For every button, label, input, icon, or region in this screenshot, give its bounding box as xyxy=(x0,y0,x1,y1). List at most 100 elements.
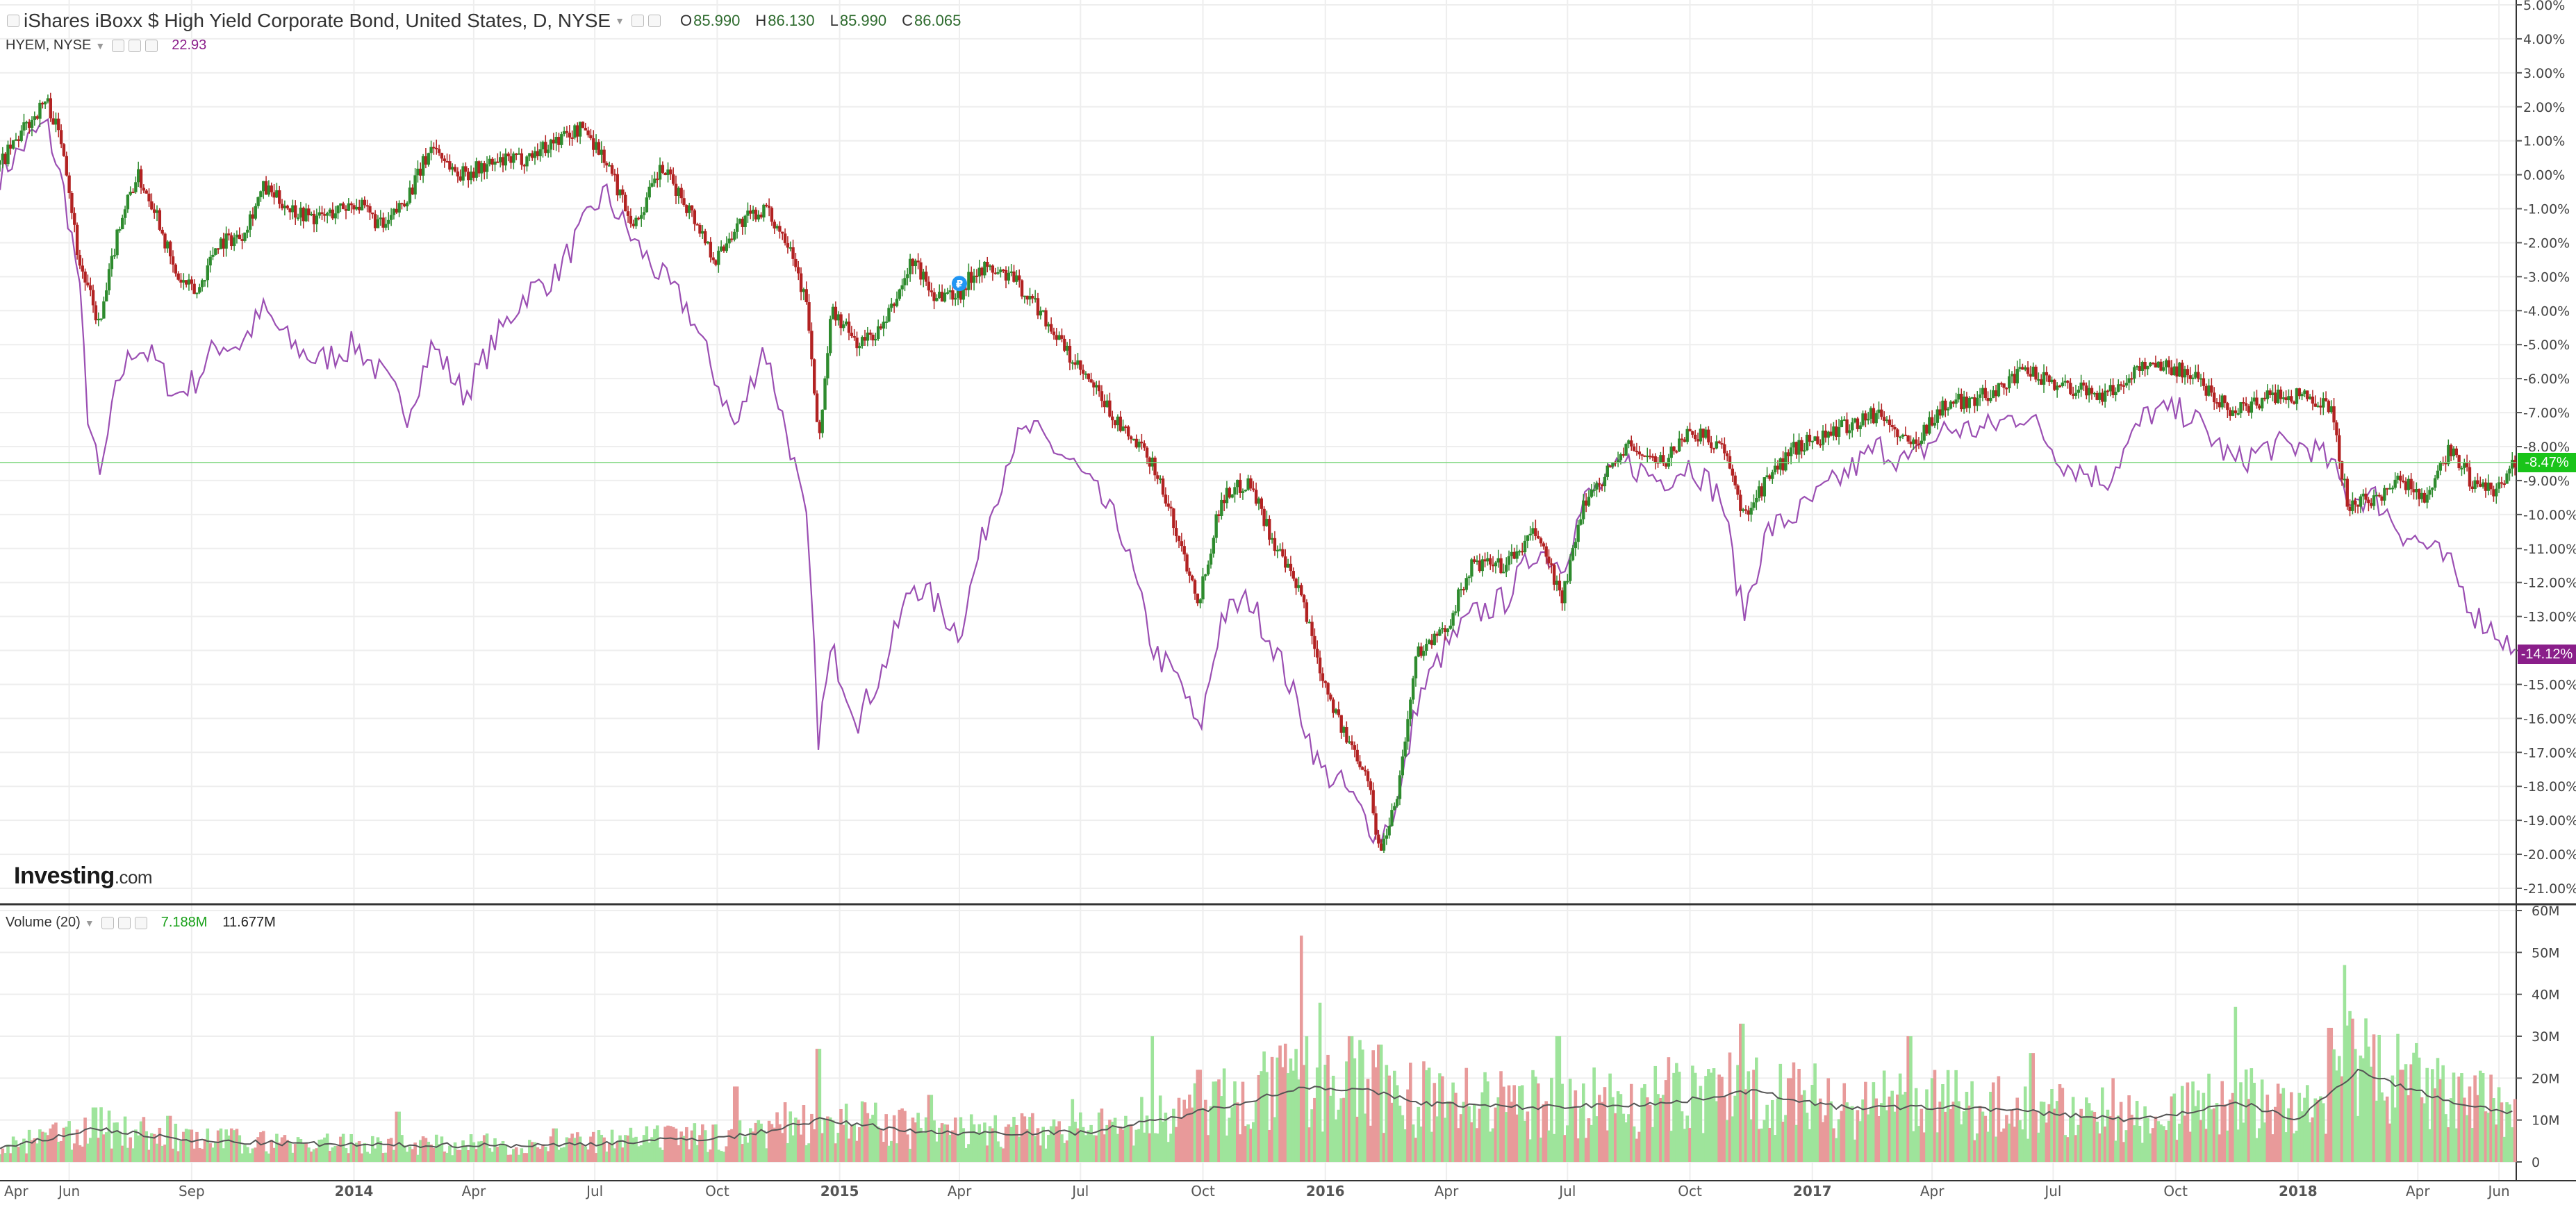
candle-down xyxy=(1355,749,1359,762)
candle-down xyxy=(2175,366,2179,377)
compare-symbol[interactable]: HYEM, NYSE xyxy=(6,38,92,53)
volume-bar-down xyxy=(1613,1113,1617,1162)
candle-down xyxy=(1800,440,1803,451)
x-tick-label: Jul xyxy=(1071,1183,1089,1199)
candle-down xyxy=(2332,406,2336,423)
volume-bar-up xyxy=(504,1144,508,1162)
volume-bar-up xyxy=(1041,1127,1045,1162)
volume-bar-down xyxy=(2175,1140,2179,1162)
candle-down xyxy=(770,208,774,222)
candle-down xyxy=(341,203,345,210)
candle-down xyxy=(1478,560,1482,572)
candle-down xyxy=(711,257,715,260)
volume-bar-up xyxy=(1776,1098,1780,1162)
volume-bar-up xyxy=(943,1124,947,1162)
volume-bar-up xyxy=(610,1129,614,1162)
volume-bar-up xyxy=(2452,1072,2456,1162)
volume-bar-up xyxy=(1451,1082,1455,1162)
candle-up xyxy=(1901,434,1905,437)
volume-bar-down xyxy=(2010,1110,2014,1162)
candle-up xyxy=(2135,366,2139,368)
volume-bar-up xyxy=(2353,1049,2357,1162)
volume-bar-down xyxy=(1800,1095,1803,1162)
volume-bar-down xyxy=(946,1124,950,1162)
settings-icon[interactable] xyxy=(129,39,142,52)
volume-label[interactable]: Volume (20) xyxy=(6,915,81,930)
volume-bar-down xyxy=(2340,1076,2344,1162)
volume-bar-up xyxy=(1049,1126,1053,1162)
candle-down xyxy=(2005,388,2008,390)
price-badge: -8.47% xyxy=(2518,452,2576,472)
volume-bar-up xyxy=(1254,1102,1258,1162)
symbol-title[interactable]: iShares iBoxx $ High Yield Corporate Bon… xyxy=(24,10,611,31)
candle-up xyxy=(1678,438,1681,451)
close-icon[interactable] xyxy=(145,39,158,52)
candle-up xyxy=(1699,429,1703,442)
candle-up xyxy=(1592,489,1596,491)
candle-up xyxy=(211,254,215,257)
candle-down xyxy=(674,183,678,196)
volume-bar-down xyxy=(1020,1113,1024,1162)
candle-down xyxy=(1217,514,1221,516)
chevron-down-icon[interactable]: ▼ xyxy=(95,40,106,51)
candle-up xyxy=(267,185,271,195)
visibility-icon[interactable] xyxy=(112,39,125,52)
volume-bar-up xyxy=(650,1137,654,1162)
volume-bar-down xyxy=(2074,1135,2078,1162)
volume-bar-up xyxy=(88,1138,92,1162)
candle-up xyxy=(195,292,199,294)
volume-bar-down xyxy=(586,1149,590,1162)
candle-down xyxy=(871,334,875,341)
candle-down xyxy=(91,290,95,306)
volume-bar-up xyxy=(1334,1119,1338,1162)
candle-down xyxy=(959,289,963,300)
volume-bar-down xyxy=(1129,1124,1133,1162)
close-icon[interactable] xyxy=(134,916,147,929)
volume-bar-down xyxy=(1856,1110,1860,1162)
candle-down xyxy=(62,144,66,156)
chevron-down-icon[interactable]: ▼ xyxy=(615,15,625,26)
settings-icon[interactable] xyxy=(631,15,644,27)
candle-up xyxy=(2351,500,2354,511)
volume-bar-up xyxy=(961,1128,966,1162)
candle-down xyxy=(1337,709,1341,715)
candle-down xyxy=(1651,456,1655,458)
volume-bar-down xyxy=(195,1131,199,1162)
candle-up xyxy=(1342,726,1346,733)
candle-down xyxy=(1169,506,1173,509)
volume-bar-down xyxy=(192,1148,196,1162)
candle-down xyxy=(1134,438,1138,448)
volume-bar-up xyxy=(1680,1111,1684,1162)
volume-bar-up xyxy=(1590,1124,1594,1162)
volume-bar-down xyxy=(2513,1099,2517,1162)
candle-up xyxy=(2239,402,2243,414)
collapse-icon[interactable] xyxy=(7,15,19,27)
volume-bar-up xyxy=(1784,1115,1787,1162)
volume-bar-up xyxy=(1353,1058,1357,1162)
candle-up xyxy=(1395,799,1399,806)
candle-down xyxy=(435,147,438,149)
volume-bar-down xyxy=(1512,1085,1517,1162)
candle-up xyxy=(706,242,710,244)
volume-bar-down xyxy=(1342,1097,1346,1162)
candle-down xyxy=(1951,401,1955,404)
candle-down xyxy=(288,208,292,213)
volume-bar-up xyxy=(312,1149,316,1162)
x-tick-label: Apr xyxy=(1435,1183,1459,1199)
candle-down xyxy=(403,203,406,207)
chevron-down-icon[interactable]: ▼ xyxy=(84,917,94,929)
candle-down xyxy=(2268,390,2272,395)
y-tick-label: 2.00% xyxy=(2523,100,2565,115)
candle-up xyxy=(600,149,603,155)
candle-down xyxy=(1100,391,1104,401)
volume-bar-up xyxy=(2029,1053,2033,1162)
volume-bar-down xyxy=(810,1113,814,1162)
candle-down xyxy=(2348,506,2352,511)
settings-icon[interactable] xyxy=(117,916,131,929)
volume-bar-up xyxy=(2172,1093,2177,1162)
format-icon[interactable] xyxy=(647,15,661,27)
visibility-icon[interactable] xyxy=(101,916,114,929)
volume-bar-up xyxy=(56,1141,60,1162)
